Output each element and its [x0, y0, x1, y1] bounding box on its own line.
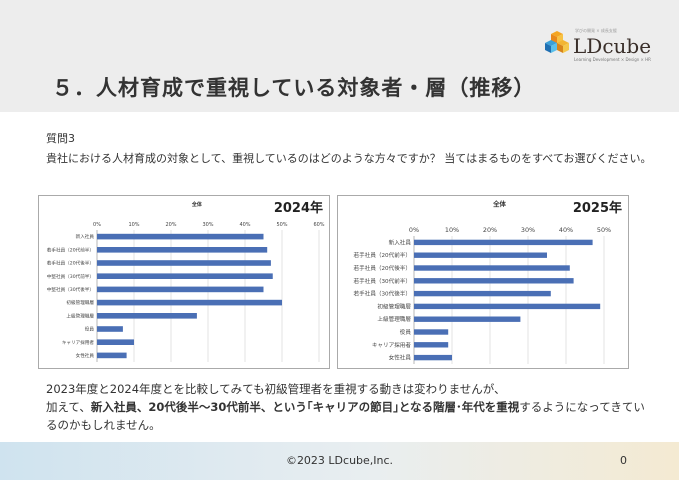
logo-text: LDcube	[573, 34, 652, 58]
category-label: 役員	[400, 328, 412, 336]
summary-line-2: 加えて、新入社員、20代後半～30代前半、という｢キャリアの節目｣となる階層･年…	[46, 398, 646, 416]
chart-title: 全体	[492, 199, 506, 208]
category-label: 上級管理職層	[66, 312, 94, 319]
bar	[97, 286, 264, 293]
bar	[414, 342, 449, 348]
page-number: 0	[620, 454, 627, 467]
copyright: ©2023 LDcube,Inc.	[285, 454, 394, 467]
category-label: キャリア採用者	[62, 339, 95, 346]
chart-year-label: 2025年	[573, 200, 622, 216]
x-tick-label: 30%	[202, 222, 213, 228]
category-label: キャリア採用者	[372, 341, 412, 349]
summary-line-3: るのかもしれません。	[46, 418, 161, 432]
page-title: ５．人材育成で重視している対象者・層（推移）	[52, 76, 536, 100]
bar	[414, 290, 551, 297]
category-label: 上級管理職層	[377, 315, 411, 323]
category-label: 若手社員（20代後半）	[354, 264, 411, 272]
summary-line-1: 2023年度と2024年度とを比較してみても初級管理者を重視する動きは変わりませ…	[46, 382, 506, 396]
bar	[97, 339, 134, 345]
x-tick-label: 10%	[128, 222, 139, 228]
x-tick-label: 10%	[445, 226, 459, 234]
bar	[414, 278, 574, 284]
category-label: 新入社員	[76, 233, 95, 240]
x-tick-label: 50%	[276, 222, 287, 228]
bar	[97, 326, 123, 332]
bar	[97, 352, 127, 359]
ldcube-logo: 学びの開発 × 成長支援 LDcube Learning Development…	[543, 24, 653, 68]
category-label: 初級管理職層	[377, 302, 411, 310]
category-label: 女性社員	[389, 354, 412, 362]
summary-text: 2023年度と2024年度とを比較してみても初級管理者を重視する動きは変わりませ…	[46, 380, 646, 434]
bar	[414, 329, 449, 335]
bar	[97, 260, 271, 266]
cube-logo-icon	[545, 31, 569, 53]
bar	[414, 354, 452, 361]
category-label: 若手社員（20代前半）	[47, 246, 94, 253]
x-tick-label: 40%	[239, 222, 250, 228]
x-tick-label: 60%	[313, 222, 324, 228]
bar	[97, 247, 268, 253]
bar	[97, 273, 273, 279]
category-label: 若手社員（30代後半）	[354, 290, 411, 298]
header-bar: ５．人材育成で重視している対象者・層（推移） 学びの開発 × 成長支援 LDcu…	[0, 0, 679, 112]
bar	[97, 313, 197, 319]
x-tick-label: 20%	[483, 226, 497, 234]
category-label: 新入社員	[389, 238, 412, 246]
summary-line-2-bold: 新入社員、20代後半～30代前半、という｢キャリアの節目｣となる階層･年代を重視	[90, 400, 520, 414]
category-label: 中堅社員（30代後半）	[47, 286, 94, 293]
bar	[97, 233, 264, 240]
logo-tagline: 学びの開発 × 成長支援	[575, 28, 617, 33]
bar	[414, 316, 521, 322]
category-label: 若手社員（20代前半）	[354, 251, 411, 259]
chart-2025: 全体 2025年 0% 10% 20% 30% 40% 50% 新入社員若手社員（20代前半） 若…	[337, 195, 629, 369]
x-tick-label: 40%	[559, 226, 573, 234]
x-tick-label: 20%	[165, 222, 176, 228]
question-label: 質問3	[46, 132, 75, 145]
x-tick-label: 0%	[409, 226, 419, 234]
bar	[414, 239, 593, 246]
bar	[97, 299, 282, 306]
x-tick-label: 50%	[597, 226, 611, 234]
chart-svg: 全体 2024年 0% 10% 20% 30% 40% 50% 60% 新入社員若手社員（20代前…	[47, 200, 325, 362]
x-tick-label: 30%	[521, 226, 535, 234]
summary-line-2-pre: 加えて、	[46, 400, 91, 414]
logo-subtitle: Learning Development × Design × HR	[574, 57, 651, 62]
question-text: 貴社における人材育成の対象として、重視しているのはどのような方々ですか？ 当ては…	[46, 152, 652, 165]
category-label: 初級管理職層	[66, 299, 94, 306]
chart-2024: 全体 2024年 0% 10% 20% 30% 40% 50% 60% 新入社員若手社員（20代前…	[38, 195, 330, 369]
footer: ©2023 LDcube,Inc. 0	[0, 442, 679, 480]
bar	[414, 303, 601, 310]
category-label: 女性社員	[76, 352, 95, 359]
category-label: 若手社員（30代前半）	[354, 277, 411, 285]
category-label: 役員	[85, 326, 95, 333]
category-label: 中堅社員（30代前半）	[47, 273, 94, 280]
bar	[414, 265, 570, 271]
summary-line-2-post: するようになってきてい	[519, 400, 645, 414]
x-tick-label: 0%	[93, 222, 101, 228]
chart-title: 全体	[191, 201, 203, 208]
bar	[414, 252, 547, 258]
chart-year-label: 2024年	[274, 200, 323, 216]
category-label: 若手社員（20代後半）	[47, 260, 94, 267]
